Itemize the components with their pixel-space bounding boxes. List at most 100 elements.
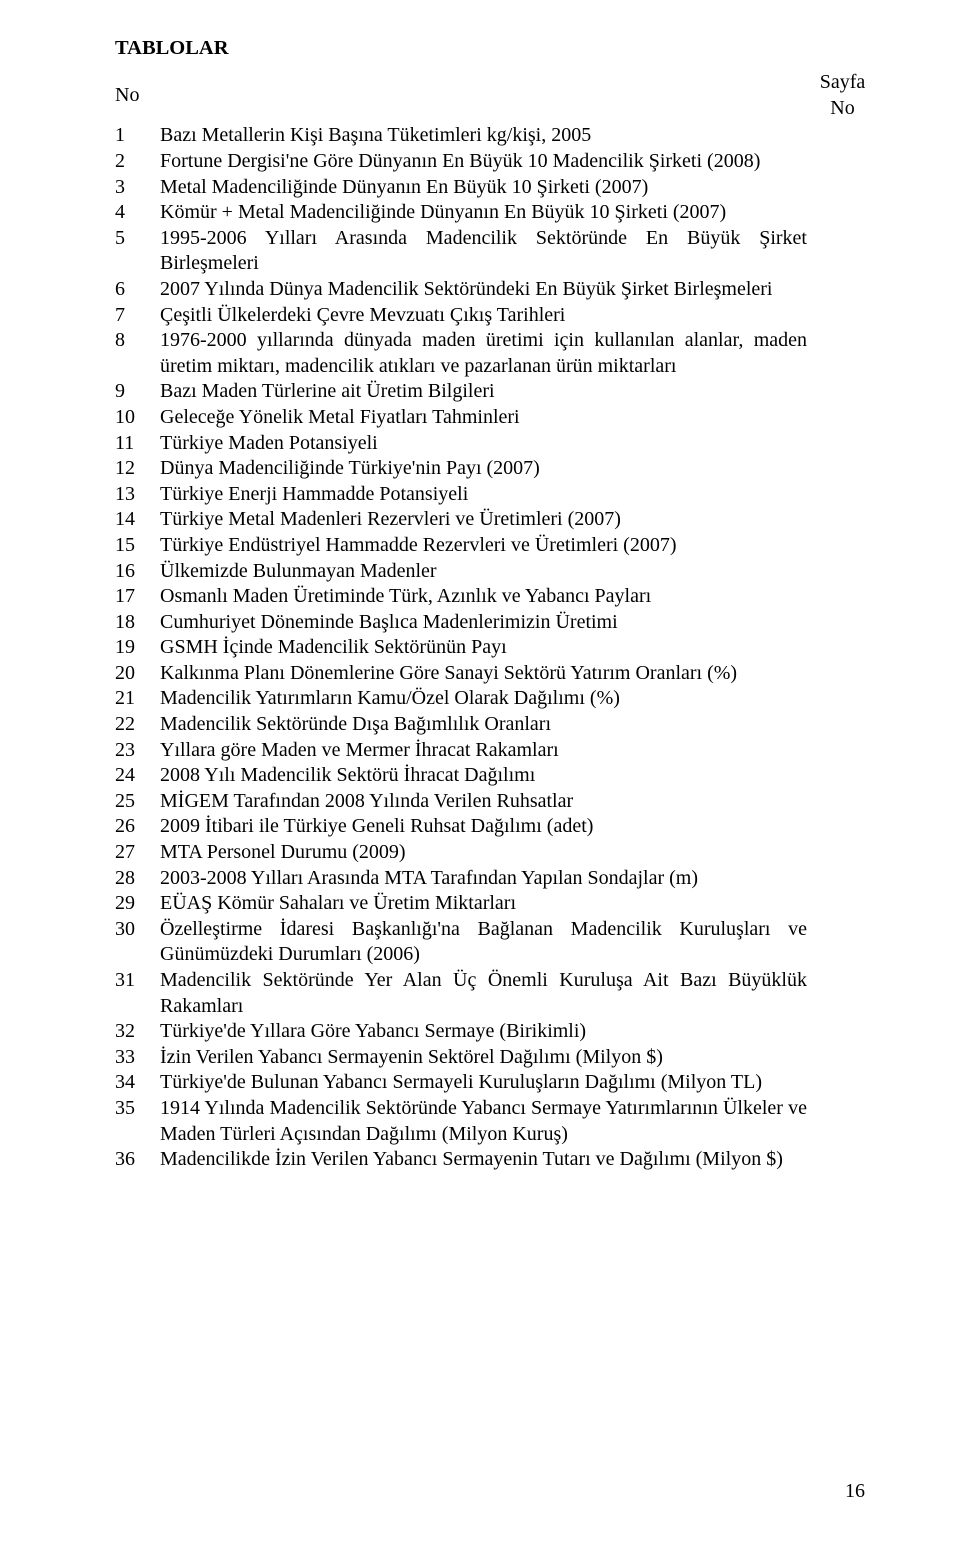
- row-description: Madencilikde İzin Verilen Yabancı Sermay…: [160, 1147, 815, 1173]
- row-number: 36: [115, 1147, 160, 1173]
- row-number: 21: [115, 686, 160, 712]
- table-row: 22Madencilik Sektöründe Dışa Bağımlılık …: [115, 712, 870, 738]
- row-description: Osmanlı Maden Üretiminde Türk, Azınlık v…: [160, 584, 815, 610]
- row-description: 2009 İtibari ile Türkiye Geneli Ruhsat D…: [160, 814, 815, 840]
- table-row: 351914 Yılında Madencilik Sektöründe Yab…: [115, 1096, 870, 1147]
- table-row: 11Türkiye Maden Potansiyeli: [115, 431, 870, 457]
- row-number: 14: [115, 507, 160, 533]
- row-description: Geleceğe Yönelik Metal Fiyatları Tahminl…: [160, 405, 815, 431]
- row-description: Türkiye'de Yıllara Göre Yabancı Sermaye …: [160, 1019, 815, 1045]
- row-number: 8: [115, 328, 160, 354]
- row-description: Türkiye Endüstriyel Hammadde Rezervleri …: [160, 533, 815, 559]
- table-row: 9Bazı Maden Türlerine ait Üretim Bilgile…: [115, 379, 870, 405]
- row-number: 32: [115, 1019, 160, 1045]
- row-description: Çeşitli Ülkelerdeki Çevre Mevzuatı Çıkış…: [160, 303, 815, 329]
- row-number: 22: [115, 712, 160, 738]
- page-title: TABLOLAR: [115, 35, 870, 61]
- row-description: Madencilik Sektöründe Yer Alan Üç Önemli…: [160, 968, 815, 1019]
- tables-index: No Sayfa No 1Bazı Metallerin Kişi Başına…: [115, 83, 870, 1173]
- row-description: 2008 Yılı Madencilik Sektörü İhracat Dağ…: [160, 763, 815, 789]
- header-no: No: [115, 83, 160, 109]
- table-row: 81976-2000 yıllarında dünyada maden üret…: [115, 328, 870, 379]
- table-row: 33İzin Verilen Yabancı Sermayenin Sektör…: [115, 1045, 870, 1071]
- row-description: 2007 Yılında Dünya Madencilik Sektöründe…: [160, 277, 815, 303]
- row-number: 29: [115, 891, 160, 917]
- row-number: 18: [115, 610, 160, 636]
- table-row: 3Metal Madenciliğinde Dünyanın En Büyük …: [115, 175, 870, 201]
- row-description: Türkiye'de Bulunan Yabancı Sermayeli Kur…: [160, 1070, 815, 1096]
- row-number: 1: [115, 123, 160, 149]
- row-number: 30: [115, 917, 160, 943]
- table-row: 16Ülkemizde Bulunmayan Madenler: [115, 559, 870, 585]
- row-description: Türkiye Maden Potansiyeli: [160, 431, 815, 457]
- row-description: Kalkınma Planı Dönemlerine Göre Sanayi S…: [160, 661, 815, 687]
- header-page: Sayfa No: [815, 70, 870, 121]
- row-number: 6: [115, 277, 160, 303]
- table-row: 62007 Yılında Dünya Madencilik Sektöründ…: [115, 277, 870, 303]
- row-number: 28: [115, 866, 160, 892]
- row-number: 16: [115, 559, 160, 585]
- table-row: 31Madencilik Sektöründe Yer Alan Üç Önem…: [115, 968, 870, 1019]
- row-description: MTA Personel Durumu (2009): [160, 840, 815, 866]
- table-row: 27MTA Personel Durumu (2009): [115, 840, 870, 866]
- table-row: 30Özelleştirme İdaresi Başkanlığı'na Bağ…: [115, 917, 870, 968]
- table-row: 25MİGEM Tarafından 2008 Yılında Verilen …: [115, 789, 870, 815]
- row-number: 25: [115, 789, 160, 815]
- row-description: Dünya Madenciliğinde Türkiye'nin Payı (2…: [160, 456, 815, 482]
- table-row: 282003-2008 Yılları Arasında MTA Tarafın…: [115, 866, 870, 892]
- row-description: Kömür + Metal Madenciliğinde Dünyanın En…: [160, 200, 815, 226]
- row-number: 26: [115, 814, 160, 840]
- table-row: 20Kalkınma Planı Dönemlerine Göre Sanayi…: [115, 661, 870, 687]
- row-number: 27: [115, 840, 160, 866]
- table-row: 13Türkiye Enerji Hammadde Potansiyeli: [115, 482, 870, 508]
- table-row: 29EÜAŞ Kömür Sahaları ve Üretim Miktarla…: [115, 891, 870, 917]
- header-page-line2: No: [815, 96, 870, 122]
- row-number: 34: [115, 1070, 160, 1096]
- row-description: Yıllara göre Maden ve Mermer İhracat Rak…: [160, 738, 815, 764]
- row-number: 7: [115, 303, 160, 329]
- row-number: 13: [115, 482, 160, 508]
- row-description: Madencilik Sektöründe Dışa Bağımlılık Or…: [160, 712, 815, 738]
- table-row: 1Bazı Metallerin Kişi Başına Tüketimleri…: [115, 123, 870, 149]
- row-number: 35: [115, 1096, 160, 1122]
- header-page-line1: Sayfa: [815, 70, 870, 96]
- table-row: 36Madencilikde İzin Verilen Yabancı Serm…: [115, 1147, 870, 1173]
- row-number: 4: [115, 200, 160, 226]
- table-row: 2Fortune Dergisi'ne Göre Dünyanın En Büy…: [115, 149, 870, 175]
- row-description: Bazı Maden Türlerine ait Üretim Bilgiler…: [160, 379, 815, 405]
- row-description: 1995-2006 Yılları Arasında Madencilik Se…: [160, 226, 815, 277]
- document-page: TABLOLAR No Sayfa No 1Bazı Metallerin Ki…: [0, 0, 960, 1213]
- row-description: Fortune Dergisi'ne Göre Dünyanın En Büyü…: [160, 149, 815, 175]
- row-description: Cumhuriyet Döneminde Başlıca Madenlerimi…: [160, 610, 815, 636]
- table-row: 18Cumhuriyet Döneminde Başlıca Madenleri…: [115, 610, 870, 636]
- table-row: 23Yıllara göre Maden ve Mermer İhracat R…: [115, 738, 870, 764]
- row-description: EÜAŞ Kömür Sahaları ve Üretim Miktarları: [160, 891, 815, 917]
- row-number: 19: [115, 635, 160, 661]
- row-description: Ülkemizde Bulunmayan Madenler: [160, 559, 815, 585]
- row-description: MİGEM Tarafından 2008 Yılında Verilen Ru…: [160, 789, 815, 815]
- table-row: 242008 Yılı Madencilik Sektörü İhracat D…: [115, 763, 870, 789]
- row-number: 31: [115, 968, 160, 994]
- row-number: 33: [115, 1045, 160, 1071]
- row-description: 1914 Yılında Madencilik Sektöründe Yaban…: [160, 1096, 815, 1147]
- table-row: 7Çeşitli Ülkelerdeki Çevre Mevzuatı Çıkı…: [115, 303, 870, 329]
- row-number: 20: [115, 661, 160, 687]
- table-row: 4Kömür + Metal Madenciliğinde Dünyanın E…: [115, 200, 870, 226]
- table-row: 17Osmanlı Maden Üretiminde Türk, Azınlık…: [115, 584, 870, 610]
- row-number: 24: [115, 763, 160, 789]
- table-row: 32Türkiye'de Yıllara Göre Yabancı Sermay…: [115, 1019, 870, 1045]
- table-row: 15Türkiye Endüstriyel Hammadde Rezervler…: [115, 533, 870, 559]
- table-row: 12Dünya Madenciliğinde Türkiye'nin Payı …: [115, 456, 870, 482]
- table-row: 19GSMH İçinde Madencilik Sektörünün Payı: [115, 635, 870, 661]
- row-description: 1976-2000 yıllarında dünyada maden üreti…: [160, 328, 815, 379]
- row-number: 5: [115, 226, 160, 252]
- row-description: İzin Verilen Yabancı Sermayenin Sektörel…: [160, 1045, 815, 1071]
- row-number: 10: [115, 405, 160, 431]
- table-row: 51995-2006 Yılları Arasında Madencilik S…: [115, 226, 870, 277]
- row-number: 9: [115, 379, 160, 405]
- page-number: 16: [845, 1479, 865, 1505]
- row-number: 17: [115, 584, 160, 610]
- table-row: 10Geleceğe Yönelik Metal Fiyatları Tahmi…: [115, 405, 870, 431]
- row-number: 3: [115, 175, 160, 201]
- table-row: 34Türkiye'de Bulunan Yabancı Sermayeli K…: [115, 1070, 870, 1096]
